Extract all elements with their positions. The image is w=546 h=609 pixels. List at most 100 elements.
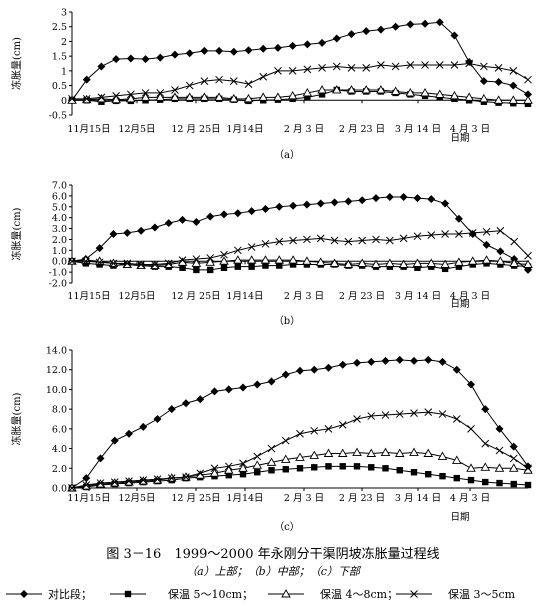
data-point	[150, 223, 159, 232]
y-tick-label: 7.0	[52, 181, 67, 192]
data-point	[324, 363, 333, 372]
data-point	[330, 236, 339, 245]
y-tick-label: 2	[61, 37, 67, 48]
y-tick-label: 6.0	[52, 424, 67, 435]
data-point	[385, 236, 394, 245]
data-point	[466, 463, 476, 472]
data-point	[482, 478, 489, 486]
data-point	[309, 450, 320, 459]
data-point	[435, 61, 444, 69]
data-point	[524, 75, 532, 84]
data-point	[220, 210, 228, 219]
data-point	[405, 88, 416, 97]
data-point	[288, 41, 297, 50]
data-point	[358, 196, 367, 205]
data-point	[427, 195, 436, 204]
data-point	[509, 454, 518, 463]
data-point	[452, 365, 461, 374]
data-point	[410, 356, 418, 365]
data-point	[164, 259, 173, 268]
data-point	[367, 357, 376, 366]
data-point	[126, 90, 135, 99]
x-tick-label: 2 月 3 日	[284, 124, 324, 135]
x-tick-label: 2 月 23 日	[339, 493, 385, 504]
data-point	[246, 255, 257, 264]
data-point	[275, 237, 284, 246]
data-point	[219, 256, 229, 265]
x-tick-label: 1月14日	[226, 291, 263, 302]
y-tick-label: 4.0	[52, 444, 67, 455]
x-tick-label: 12月5日	[118, 291, 155, 302]
data-point	[481, 255, 492, 264]
y-tick-label: 2.0	[52, 464, 67, 475]
legend-item-triangle: 保温 4～8cm；	[268, 587, 398, 601]
data-point	[398, 259, 409, 268]
data-point	[205, 257, 215, 266]
data-point	[196, 469, 205, 478]
y-axis-label: 冻胀量(cm)	[10, 37, 23, 90]
series-line	[72, 89, 529, 105]
data-point	[332, 34, 341, 43]
legend: 对比段； 保温 5～10cm； 保温 4～8cm； 保温 3～5cm	[6, 587, 516, 601]
data-point	[455, 230, 463, 238]
data-point	[234, 263, 242, 270]
data-point	[377, 61, 385, 69]
data-point	[199, 92, 210, 101]
data-point	[438, 410, 447, 418]
data-point	[524, 464, 532, 473]
data-point	[464, 92, 474, 101]
data-point	[266, 457, 277, 466]
data-point	[343, 259, 354, 268]
data-point	[215, 46, 224, 55]
legend-label: 保温 3～5cm	[448, 587, 516, 601]
data-point	[182, 399, 190, 408]
data-point	[376, 85, 386, 94]
data-point	[126, 54, 135, 63]
legend-marker	[281, 589, 291, 598]
data-point	[111, 94, 121, 104]
data-point	[282, 466, 289, 473]
y-tick-label: 0	[61, 96, 67, 107]
data-point	[396, 467, 403, 474]
data-point	[510, 480, 517, 488]
data-point	[317, 85, 327, 94]
data-point	[399, 192, 408, 201]
data-point	[427, 231, 436, 239]
data-point	[332, 62, 341, 71]
data-point	[413, 194, 422, 203]
x-tick-label: 1月14日	[226, 124, 263, 135]
data-point	[441, 265, 449, 273]
data-point	[493, 95, 504, 104]
data-point	[303, 65, 312, 74]
x-tick-label: 12 月 25日	[171, 493, 220, 504]
data-point	[303, 40, 312, 49]
data-point	[509, 442, 518, 451]
data-point	[137, 226, 146, 235]
data-point	[206, 266, 214, 274]
y-tick-label: 5.0	[52, 202, 67, 213]
data-point	[385, 192, 394, 201]
y-tick-label: 14.0	[46, 346, 67, 357]
data-point	[495, 446, 504, 455]
data-point	[347, 64, 356, 72]
series-line	[72, 62, 529, 100]
data-point	[233, 246, 242, 255]
data-point	[268, 467, 275, 474]
data-point	[156, 89, 165, 97]
panel-1: 3 2.5 2 1.5 1 0.5 0 -0.5 冻胀量(cm) 11月15日 12月5日 12 月 …	[10, 8, 533, 161]
data-point	[450, 61, 459, 69]
data-point	[191, 258, 202, 267]
data-point	[468, 230, 477, 238]
data-point	[261, 204, 270, 213]
legend-item-cross: 保温 3～5cm	[396, 587, 516, 601]
data-point	[82, 94, 91, 103]
data-point	[362, 64, 371, 72]
data-point	[509, 258, 519, 267]
data-point	[281, 436, 290, 445]
series-diamond	[68, 355, 532, 492]
x-tick-label: 12 月 25日	[171, 291, 220, 302]
data-point	[390, 86, 401, 95]
data-point	[480, 62, 488, 71]
data-point	[110, 478, 119, 486]
x-tick-label: 11月15日	[67, 291, 110, 302]
